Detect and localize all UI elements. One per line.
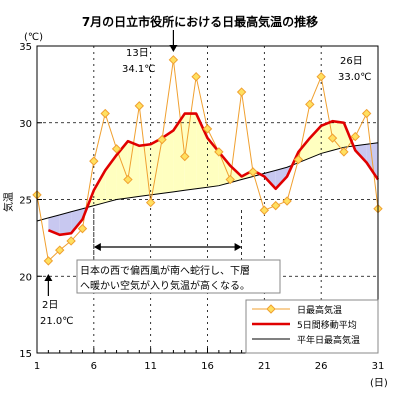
fill-segment-13 <box>184 113 197 191</box>
y-tick-label-25: 25 <box>19 196 32 207</box>
legend-swatch-daily-max-marker <box>266 304 276 314</box>
daily-max-point-23 <box>282 196 292 206</box>
y-axis-unit: (℃) <box>24 32 43 43</box>
span-arrow-right-head <box>234 243 242 251</box>
fill-segment-23 <box>298 138 310 163</box>
daily-max-point-16 <box>202 124 213 134</box>
fill-segment-1 <box>48 214 60 235</box>
fill-segment-3 <box>71 208 83 234</box>
legend: 日最高気温 5日間移動平均 平年日最高気温 <box>245 299 379 354</box>
x-tick-label-21: 21 <box>258 361 271 372</box>
x-tick-label-31: 31 <box>372 361 385 372</box>
low2-arrow-head <box>44 274 53 281</box>
legend-label-moving-avg: 5日間移動平均 <box>297 319 357 331</box>
fill-segment-21 <box>275 167 288 189</box>
note-box-frame <box>76 259 281 294</box>
annotation-layer: 13日 34.1℃ 26日 33.0℃ 2日 21.0℃ <box>40 30 372 327</box>
daily-max-point-29 <box>350 131 360 142</box>
low2-temp-label: 21.0℃ <box>40 316 74 327</box>
daily-max-point-26 <box>316 71 326 82</box>
daily-max-point-13 <box>168 55 179 65</box>
legend-label-normal: 平年日最高気温 <box>297 334 360 346</box>
y-tick-label-35: 35 <box>19 42 32 53</box>
daily-max-point-2 <box>43 256 54 266</box>
daily-max-point-24 <box>293 154 304 165</box>
daily-max-point-15 <box>191 71 201 82</box>
span-arrow-left-head <box>93 243 101 251</box>
fill-segment-11 <box>162 130 174 194</box>
fill-segment-10 <box>150 138 163 195</box>
y-tick-label-15: 15 <box>19 349 32 360</box>
x-tick-label-11: 11 <box>144 361 157 372</box>
fill-segment-9 <box>139 144 151 197</box>
daily-max-point-3 <box>55 245 65 255</box>
annotation-note-box: 日本の西で偏西風が南へ蛇行し、下層 へ暖かい空気が入り気温が高くなる。 <box>76 259 281 294</box>
daily-max-point-30 <box>361 108 372 119</box>
x-axis-unit: (日) <box>370 378 388 389</box>
peak26-temp-label: 33.0℃ <box>338 72 372 83</box>
daily-max-point-28 <box>339 147 349 157</box>
moving-average-line <box>47 112 380 237</box>
daily-max-point-7 <box>100 108 110 119</box>
y-tick-label-30: 30 <box>19 119 32 130</box>
normal-temperature-line <box>36 142 379 222</box>
daily-max-point-25 <box>305 99 315 110</box>
daily-max-point-27 <box>327 133 338 143</box>
y-axis-label: 気温 <box>2 192 15 212</box>
fill-segment-5 <box>93 170 106 206</box>
x-tick-label-26: 26 <box>315 361 328 372</box>
fill-segment-2 <box>59 211 72 235</box>
daily-max-point-21 <box>259 205 270 215</box>
fill-segment-12 <box>173 113 185 192</box>
daily-max-point-17 <box>214 147 224 157</box>
fill-segment-24 <box>309 125 322 159</box>
daily-max-point-11 <box>145 197 156 208</box>
note-line-2: へ暖かい空気が入り気温が高くなる。 <box>80 279 250 292</box>
x-tick-label-16: 16 <box>201 361 214 372</box>
legend-label-daily-max: 日最高気温 <box>297 304 342 316</box>
x-tick-label-1: 1 <box>34 361 40 372</box>
fill-segment-25 <box>321 121 333 154</box>
fill-segment-16 <box>218 151 231 186</box>
marker-layer <box>32 55 383 266</box>
daily-max-point-5 <box>77 223 88 234</box>
daily-max-point-22 <box>270 200 281 211</box>
peak13-temp-label: 34.1℃ <box>122 64 156 75</box>
daily-max-point-4 <box>66 236 76 246</box>
fill-segment-26 <box>332 121 344 151</box>
daily-max-point-14 <box>180 151 190 162</box>
fill-segment-8 <box>127 141 140 198</box>
daily-max-point-9 <box>123 174 133 185</box>
peak26-day-label: 26日 <box>340 56 363 67</box>
note-line-1: 日本の西で偏西風が南へ蛇行し、下層 <box>80 264 250 277</box>
daily-max-point-12 <box>157 134 167 145</box>
fill-layer <box>48 113 378 235</box>
x-tick-label-6: 6 <box>91 361 97 372</box>
daily-max-point-19 <box>236 87 247 97</box>
daily-max-point-8 <box>111 144 122 154</box>
daily-max-point-20 <box>248 167 258 177</box>
daily-max-point-10 <box>134 101 145 111</box>
y-tick-label-20: 20 <box>19 272 32 283</box>
daily-max-point-18 <box>225 174 235 185</box>
low2-day-label: 2日 <box>42 300 58 311</box>
peak13-arrow-head <box>169 45 178 52</box>
daily-max-point-6 <box>89 156 99 166</box>
peak13-day-label: 13日 <box>126 48 149 59</box>
chart-title: 7月の日立市役所における日最高気温の推移 <box>82 14 318 29</box>
